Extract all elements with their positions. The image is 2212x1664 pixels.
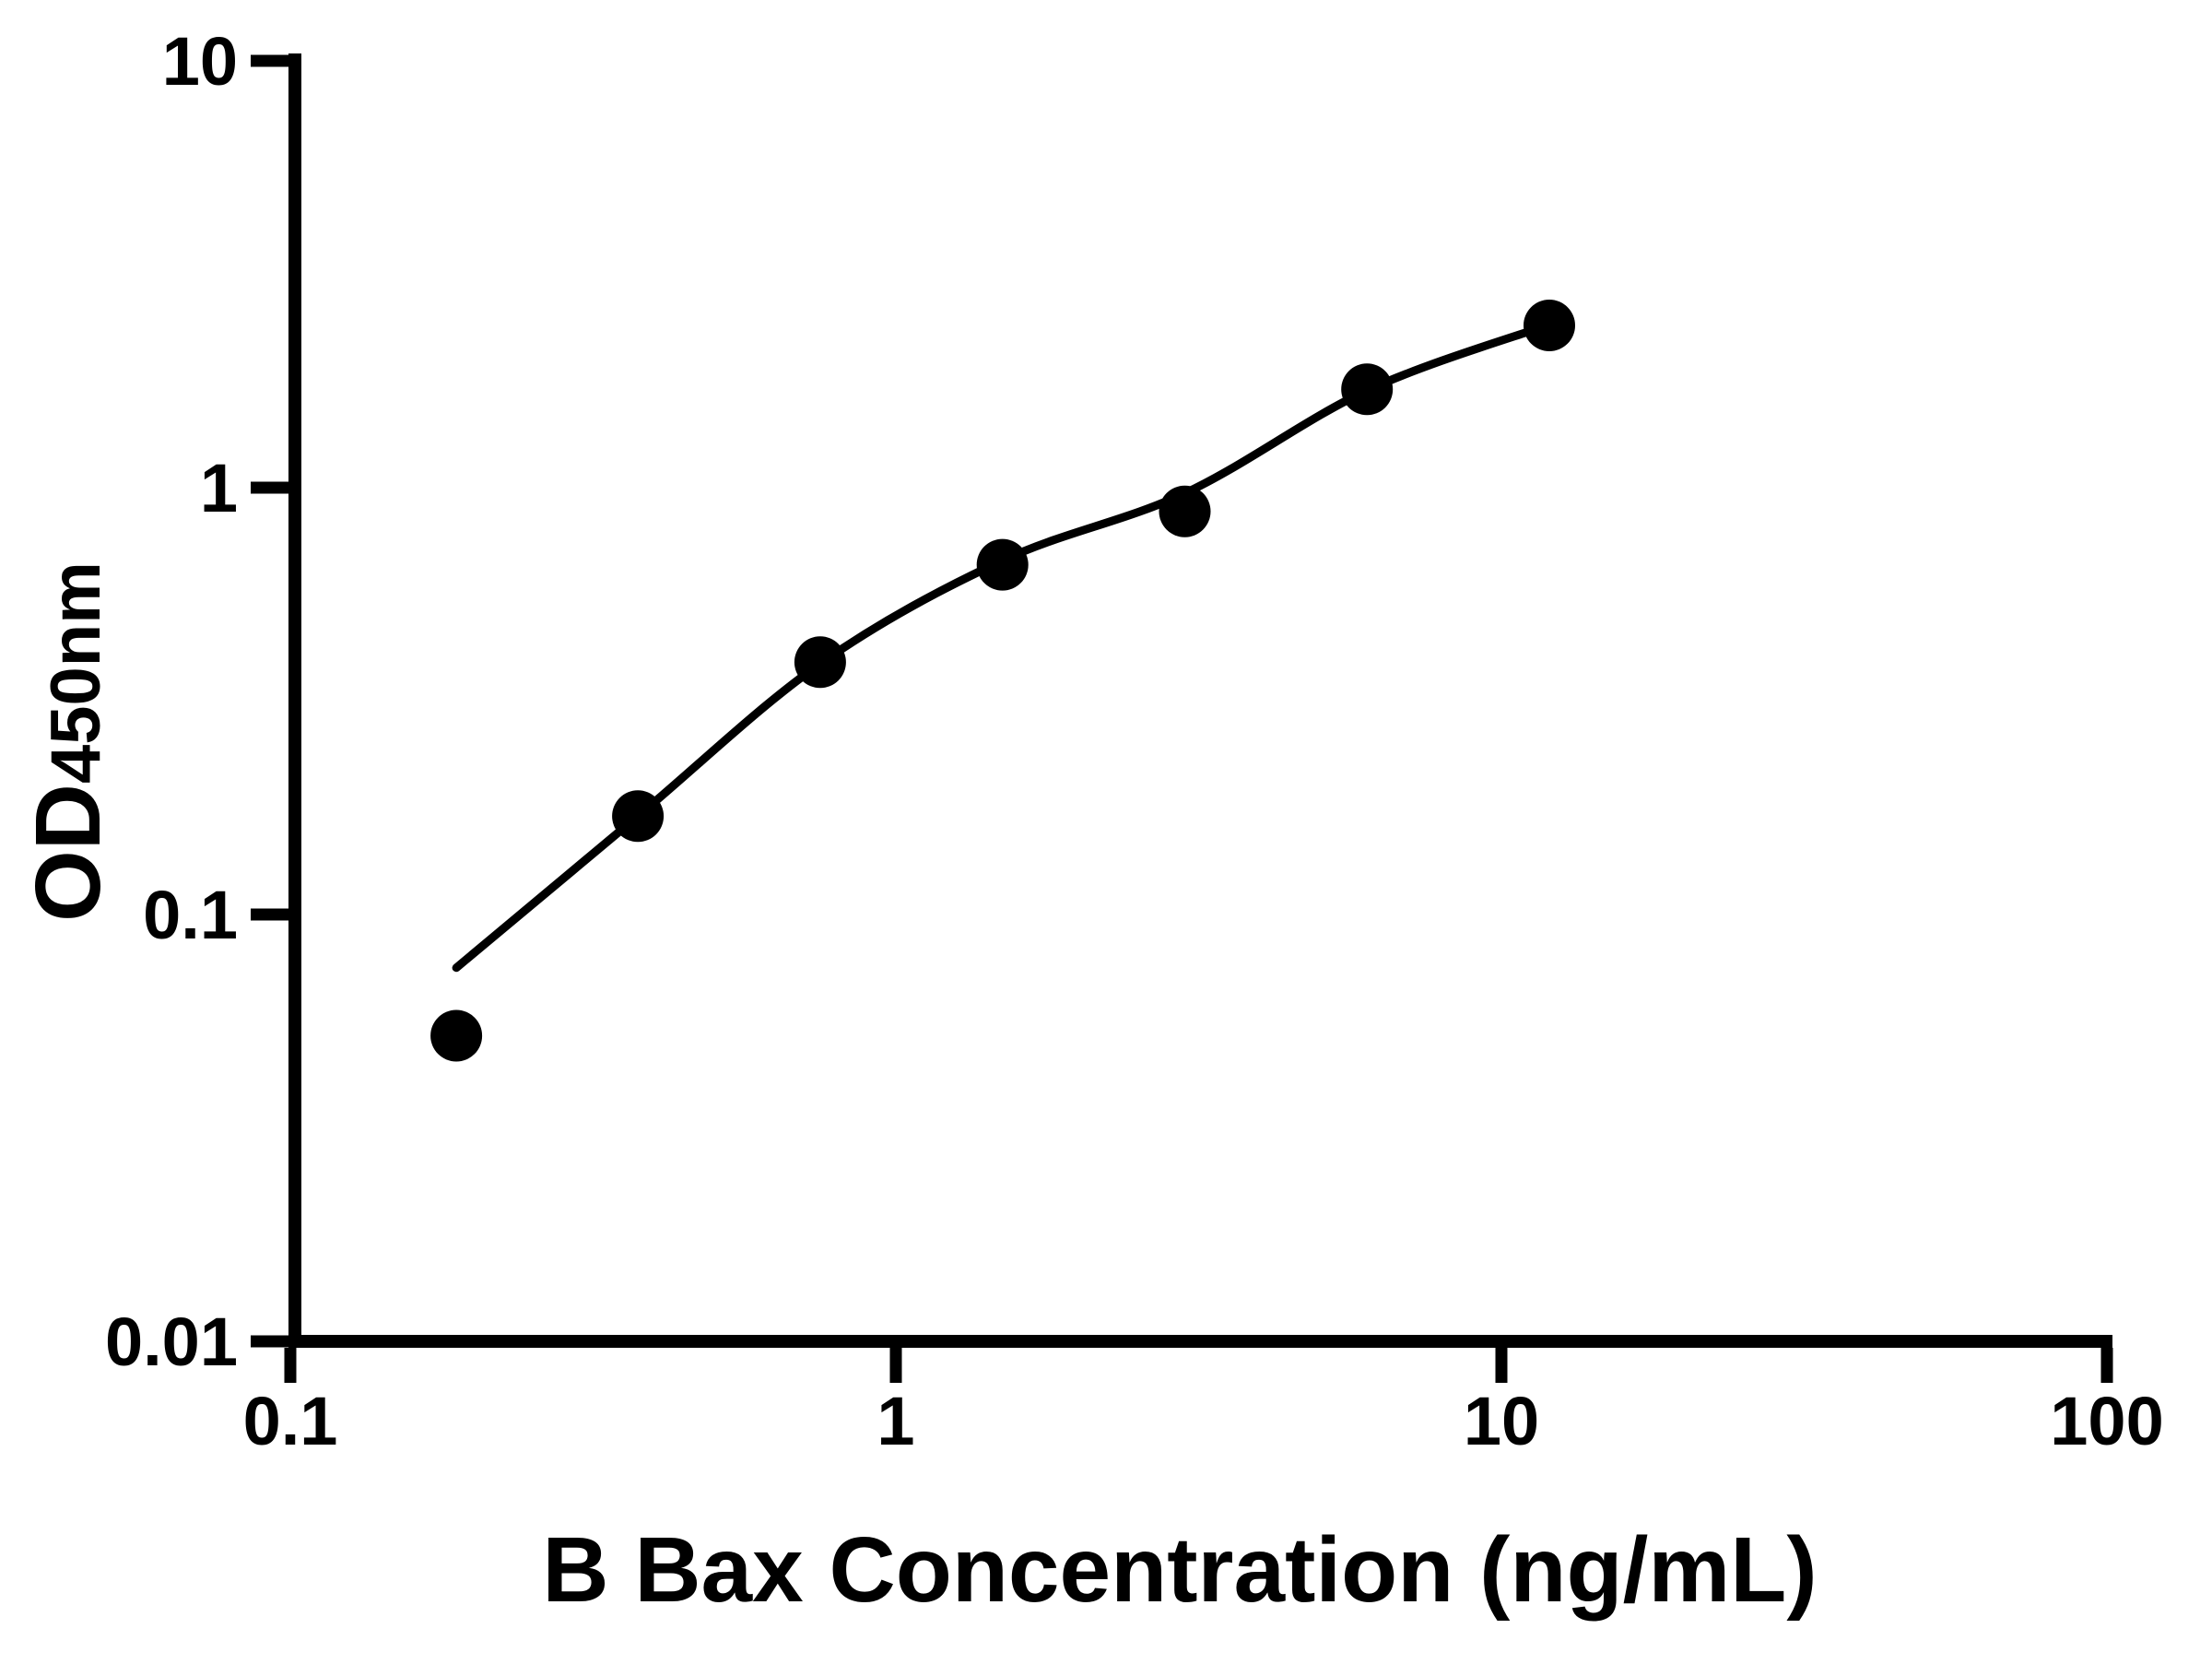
data-point [1159,485,1211,537]
data-point [976,538,1029,591]
y-tick-label: 0.1 [143,877,238,953]
data-points [430,300,1575,1062]
y-axis-title: OD450nm [17,561,120,922]
data-point [612,790,665,843]
data-point [794,636,846,689]
axes [251,53,2113,1383]
y-axis-title-sub: 450nm [37,561,115,784]
y-axis-title-main: OD [17,784,120,922]
data-point [1341,363,1394,416]
x-tick-label: 0.1 [243,1383,338,1459]
fit-curve [452,320,1554,973]
y-tick-label: 1 [200,450,238,526]
x-axis-title: B Bax Concentration (ng/mL) [542,1518,1817,1622]
data-point [1524,300,1575,351]
y-tick-label: 10 [162,23,238,100]
x-tick-label: 100 [2050,1383,2163,1459]
x-tick-label: 1 [877,1383,914,1459]
x-tick-label: 10 [1464,1383,1539,1459]
fit-curve-path [452,320,1554,973]
data-point [430,1009,483,1062]
y-tick-label: 0.01 [105,1304,238,1380]
